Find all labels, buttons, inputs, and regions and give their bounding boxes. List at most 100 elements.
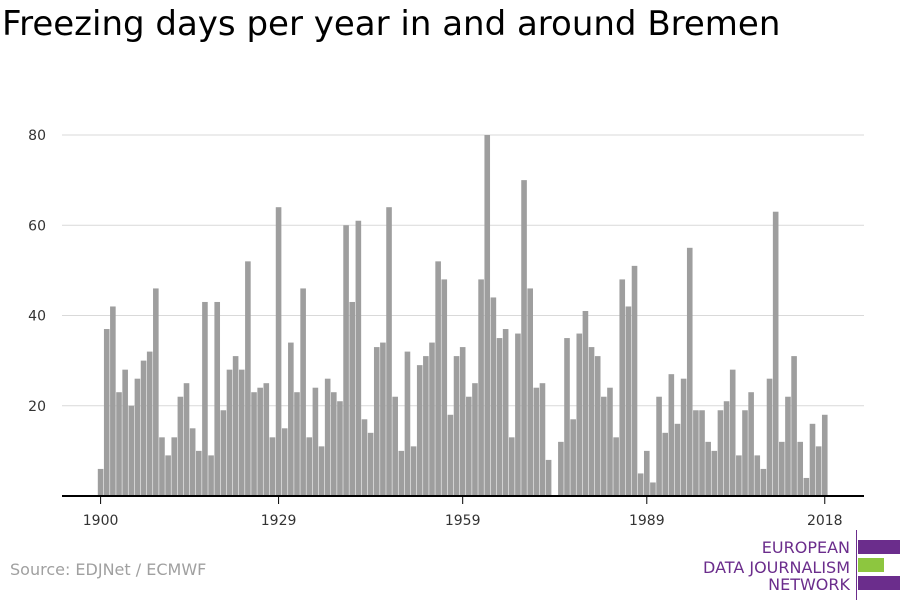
- bar: [797, 441, 804, 496]
- y-tick-label: 60: [28, 218, 46, 234]
- logo-separator: [856, 530, 857, 600]
- bar: [545, 459, 552, 496]
- bar: [128, 405, 135, 496]
- bar: [337, 401, 343, 496]
- bar: [650, 482, 656, 496]
- bar: [613, 437, 619, 496]
- bar: [766, 378, 773, 496]
- bar: [809, 423, 816, 496]
- bar: [306, 437, 313, 496]
- bar: [760, 468, 767, 496]
- x-tick-label: 1959: [445, 513, 481, 529]
- bar: [281, 428, 288, 496]
- bar: [214, 301, 221, 496]
- bar: [171, 437, 178, 496]
- chart-title: Freezing days per year in and around Bre…: [2, 4, 781, 44]
- x-axis: 1900 1929 1959 1989 2018: [62, 495, 864, 529]
- bar: [269, 437, 276, 496]
- bar: [564, 338, 570, 496]
- bar: [416, 365, 423, 496]
- bar: [662, 432, 669, 496]
- bar: [680, 378, 687, 496]
- bar: [515, 333, 521, 496]
- bar: [582, 310, 589, 496]
- bar: [453, 356, 460, 496]
- bar: [208, 455, 214, 496]
- bar: [435, 261, 441, 496]
- bar: [226, 369, 233, 496]
- bar: [502, 329, 509, 496]
- bar: [110, 306, 116, 496]
- bar: [736, 455, 742, 496]
- bar: [257, 387, 263, 496]
- bar: [643, 450, 650, 496]
- bar: [466, 396, 472, 496]
- bar: [195, 450, 202, 496]
- bar: [324, 378, 331, 496]
- bar: [373, 347, 380, 496]
- bar: [189, 428, 196, 496]
- bar: [146, 351, 153, 496]
- bar: [202, 301, 208, 496]
- bar: [791, 356, 797, 496]
- bar: [398, 450, 405, 496]
- y-tick-label: 80: [28, 128, 46, 144]
- bar: [238, 369, 245, 496]
- bar: [619, 279, 626, 496]
- logo-text-line-3: NETWORK: [768, 575, 850, 594]
- bar: [318, 446, 325, 496]
- bar: [122, 369, 128, 496]
- bar: [637, 473, 644, 496]
- bar: [153, 288, 159, 496]
- bar: [263, 383, 270, 496]
- bar: [288, 342, 294, 496]
- bar: [349, 301, 356, 496]
- edjnet-logo: EUROPEAN DATA JOURNALISM NETWORK: [700, 530, 900, 600]
- bar: [392, 396, 398, 496]
- logo-text-line-1: EUROPEAN: [761, 538, 850, 557]
- bar: [232, 356, 239, 496]
- bar: [367, 432, 374, 496]
- bar: [717, 410, 724, 496]
- bar: [331, 392, 337, 496]
- bar: [699, 410, 705, 496]
- bar: [496, 338, 503, 496]
- bar: [779, 441, 785, 496]
- bar: [625, 306, 632, 496]
- bar: [159, 437, 165, 496]
- bar: [656, 396, 662, 496]
- bar: [472, 383, 478, 496]
- bar: [686, 247, 693, 496]
- bar: [527, 288, 533, 496]
- bar: [785, 396, 791, 496]
- y-tick-label: 20: [28, 399, 46, 415]
- source-note: Source: EDJNet / ECMWF: [10, 560, 207, 579]
- bar: [478, 279, 484, 496]
- bar: [668, 374, 675, 496]
- bar: [343, 225, 349, 496]
- bar: [441, 279, 448, 496]
- x-tick-label: 1900: [83, 513, 119, 529]
- bar: [134, 378, 141, 496]
- bar: [380, 342, 386, 496]
- bar: [729, 369, 736, 496]
- bar: [742, 410, 748, 496]
- bar: [674, 423, 681, 496]
- x-tick-label: 1989: [629, 513, 665, 529]
- bar-series: [97, 135, 828, 497]
- bar: [103, 329, 110, 496]
- bar: [484, 135, 491, 496]
- x-tick-label: 1929: [261, 513, 297, 529]
- bar: [539, 383, 546, 496]
- bar: [601, 396, 607, 496]
- logo-bar-middle: [858, 558, 884, 572]
- bar: [723, 401, 730, 496]
- bar: [558, 441, 564, 496]
- bar: [116, 392, 122, 496]
- x-tick-label: 2018: [807, 513, 843, 529]
- bar: [508, 437, 515, 496]
- logo-bar-bottom: [858, 576, 900, 590]
- bar: [140, 360, 147, 496]
- bar: [312, 387, 319, 496]
